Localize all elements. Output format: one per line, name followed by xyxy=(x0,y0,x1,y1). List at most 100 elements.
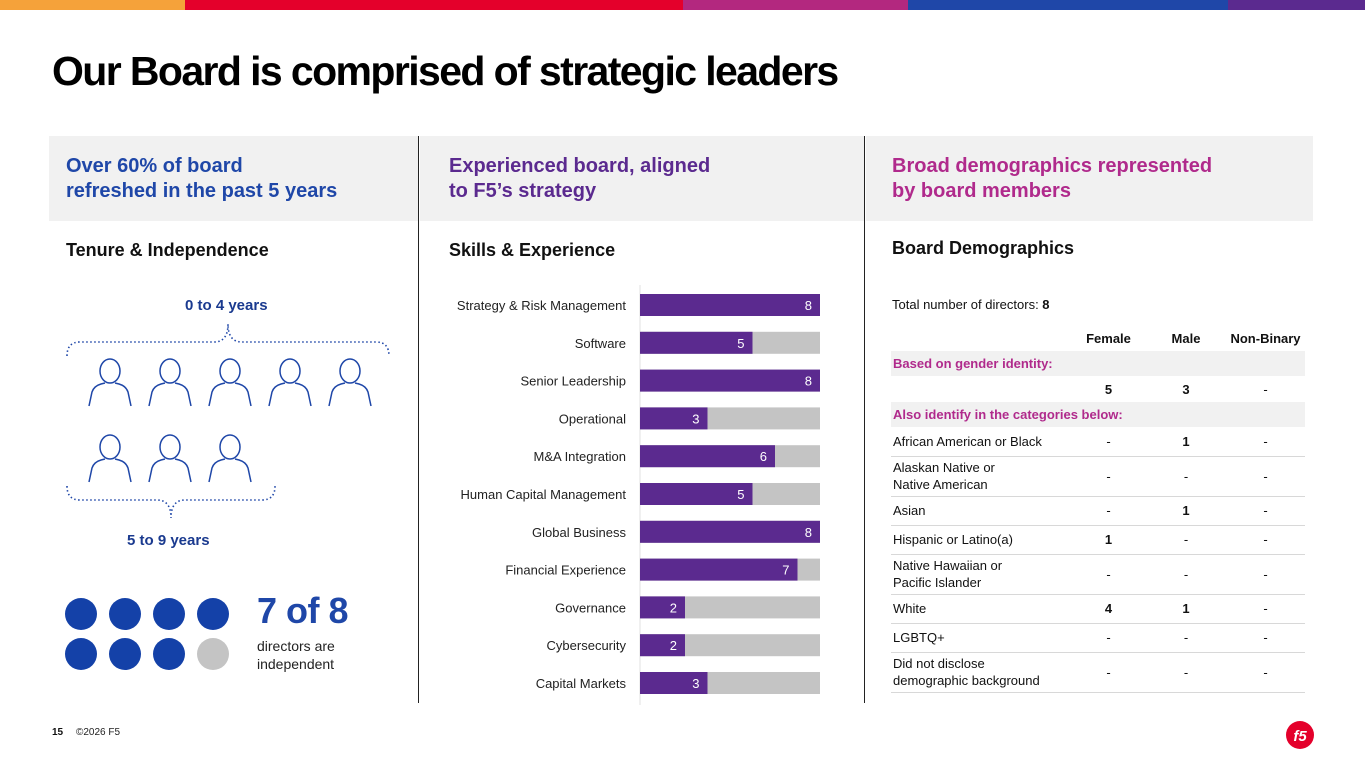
f5-logo: f5 xyxy=(1286,721,1314,749)
section-row: Based on gender identity: xyxy=(891,351,1305,376)
person-icon xyxy=(208,358,252,407)
top-bar-segment xyxy=(1228,0,1365,10)
non-binary-value: - xyxy=(1226,427,1305,457)
female-value: 4 xyxy=(1071,594,1146,624)
total-directors-value: 8 xyxy=(1042,297,1050,312)
non-binary-value: - xyxy=(1226,623,1305,653)
column-header-tenure: Over 60% of board refreshed in the past … xyxy=(49,136,418,221)
male-value: 1 xyxy=(1146,496,1226,526)
row-label: Alaskan Native or Native American xyxy=(891,456,1071,497)
header-line: by board members xyxy=(892,180,1071,202)
category-label: Global Business xyxy=(532,525,626,540)
gender-values-row: 5 3 - xyxy=(891,376,1305,402)
male-value: - xyxy=(1146,623,1226,653)
bar xyxy=(640,331,753,354)
skills-heading: Skills & Experience xyxy=(449,240,616,260)
table-row: LGBTQ+ - - - xyxy=(891,623,1305,653)
top-bar-segment xyxy=(0,0,185,10)
category-label: Software xyxy=(575,336,626,351)
independence-caption: directors are independent xyxy=(257,638,335,672)
total-directors-label: Total number of directors: xyxy=(892,297,1043,312)
male-value: - xyxy=(1146,554,1226,595)
page-title: Our Board is comprised of strategic lead… xyxy=(52,48,839,94)
table-row: White 4 1- xyxy=(891,594,1305,624)
bar-value-label: 5 xyxy=(737,487,744,502)
person-icon xyxy=(88,434,132,483)
table-row: African American or Black -1- xyxy=(891,427,1305,457)
table-row: Did not disclose demographic background - -… xyxy=(891,652,1305,693)
female-value: - xyxy=(1071,427,1146,457)
person-icon xyxy=(88,358,132,407)
bar-value-label: 8 xyxy=(805,298,812,313)
bar xyxy=(640,369,820,392)
female-value: - xyxy=(1071,456,1146,497)
header-line: Experienced board, aligned xyxy=(449,155,711,177)
top-bar-segment xyxy=(185,0,683,10)
brace-bottom xyxy=(66,485,276,519)
category-label: Senior Leadership xyxy=(520,374,626,389)
header-line: to F5’s strategy xyxy=(449,180,597,202)
row-label: Hispanic or Latino(a) xyxy=(891,525,1071,555)
female-value: 1 xyxy=(1071,525,1146,555)
section-row: Also identify in the categories below: xyxy=(891,402,1305,427)
male-value: 1 xyxy=(1146,427,1226,457)
gender-male-value: 3 xyxy=(1182,381,1190,397)
row-label: Asian xyxy=(891,496,1071,526)
female-value: - xyxy=(1071,554,1146,595)
top-bar-segment xyxy=(908,0,1228,10)
top-color-bar xyxy=(0,0,1365,10)
bar-value-label: 8 xyxy=(805,374,812,389)
independent-dot xyxy=(109,598,141,630)
table-header-blank xyxy=(891,325,1071,351)
bar-value-label: 2 xyxy=(670,638,677,653)
non-binary-value: - xyxy=(1226,525,1305,555)
person-icon xyxy=(328,358,372,407)
person-icon xyxy=(148,434,192,483)
independent-dot xyxy=(109,638,141,670)
bar-value-label: 3 xyxy=(692,676,699,691)
column-divider xyxy=(418,136,419,703)
total-directors: Total number of directors: 8 xyxy=(892,297,1050,312)
bar-value-label: 2 xyxy=(670,600,677,615)
header-non-binary: Non-Binary xyxy=(1230,330,1301,346)
gender-female-value: 5 xyxy=(1104,381,1113,397)
bar xyxy=(640,483,753,505)
male-value: - xyxy=(1146,456,1226,497)
column-divider xyxy=(864,136,865,703)
table-header-row: Female Male Non-Binary xyxy=(891,325,1305,351)
independent-dot xyxy=(65,598,97,630)
non-binary-value: - xyxy=(1226,594,1305,624)
category-label: Governance xyxy=(555,600,626,615)
non-binary-value: - xyxy=(1226,652,1305,693)
female-value: - xyxy=(1071,496,1146,526)
independent-dot xyxy=(153,598,185,630)
row-label: Did not disclose demographic background xyxy=(891,652,1071,693)
bar-value-label: 3 xyxy=(692,411,699,426)
category-label: Capital Markets xyxy=(536,676,627,691)
table-row: Hispanic or Latino(a) 1- - xyxy=(891,525,1305,555)
demographics-heading: Board Demographics xyxy=(892,238,1075,258)
female-value: - xyxy=(1071,652,1146,693)
header-line: refreshed in the past 5 years xyxy=(66,180,338,202)
person-icon xyxy=(148,358,192,407)
demographics-table: Female Male Non-Binary Based on gender i… xyxy=(891,325,1305,693)
f5-logo-text: f5 xyxy=(1293,728,1307,745)
category-label: Financial Experience xyxy=(505,563,626,578)
bar xyxy=(640,634,685,657)
table-row: Native Hawaiian or Pacific Islander - - - xyxy=(891,554,1305,595)
bar xyxy=(640,407,708,430)
section-categories-label: Also identify in the categories below: xyxy=(891,402,1305,427)
row-label: White xyxy=(891,594,1071,624)
brace-top xyxy=(66,323,390,357)
column-header-text: Over 60% of board refreshed in the past … xyxy=(66,154,337,204)
bar xyxy=(640,558,798,581)
independent-dot xyxy=(65,638,97,670)
column-header-text: Broad demographics represented by board … xyxy=(892,154,1212,204)
tenure-heading: Tenure & Independence xyxy=(66,240,269,260)
header-line: Broad demographics represented xyxy=(892,155,1213,177)
row-label: African American or Black xyxy=(891,427,1071,457)
tenure-group1-label: 0 to 4 years xyxy=(185,297,268,314)
column-header-demographics: Broad demographics represented by board … xyxy=(866,136,1313,221)
category-label: M&A Integration xyxy=(534,449,627,464)
non-independent-dot xyxy=(197,638,229,670)
